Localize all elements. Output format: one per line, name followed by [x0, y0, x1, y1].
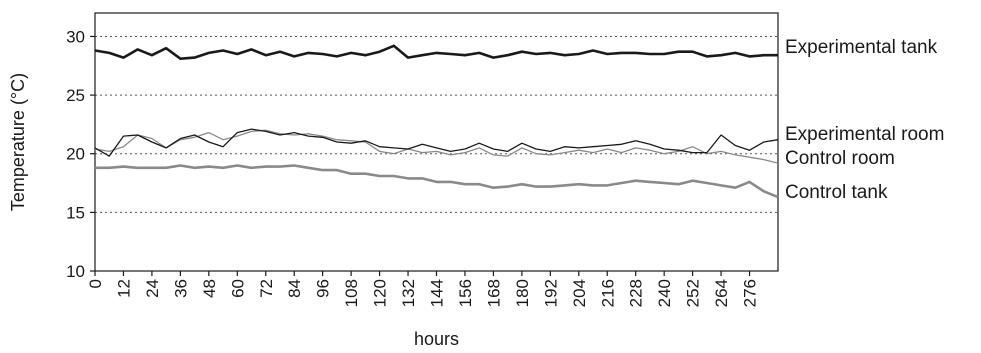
x-tick-label: 144 [428, 279, 447, 307]
series-labels: Experimental tank Experimental room Contro… [785, 37, 944, 203]
x-tick-label: 276 [741, 279, 760, 307]
y-tick-label: 30 [66, 27, 85, 46]
x-tick-label: 96 [314, 279, 333, 298]
x-tick-label: 168 [484, 279, 503, 307]
series-label: Control room [785, 148, 895, 169]
x-tick-label: 180 [513, 279, 532, 307]
series-label: Experimental tank [785, 37, 938, 58]
x-tick-label: 48 [200, 279, 219, 298]
x-tick-label: 192 [541, 279, 560, 307]
x-tick-label: 72 [257, 279, 276, 298]
y-tick-label: 10 [66, 262, 85, 281]
series-line-experimental-room [94, 128, 779, 157]
x-tick-label: 60 [228, 279, 247, 298]
y-tick-label: 20 [66, 145, 85, 164]
x-tick-label: 120 [371, 279, 390, 307]
x-tick-label: 264 [712, 279, 731, 307]
gridlines [95, 35, 778, 213]
series-lines [94, 44, 779, 199]
series-line-experimental-tank [94, 44, 778, 61]
x-tick-label: 156 [456, 279, 475, 307]
series-line-control-tank [95, 164, 779, 199]
series-label: Experimental room [785, 124, 944, 145]
x-tick-label: 12 [114, 279, 133, 298]
x-tick-label: 228 [627, 279, 646, 307]
y-tick-label: 25 [66, 86, 85, 105]
x-tick-label: 0 [86, 279, 105, 288]
x-tick-label: 84 [285, 279, 304, 298]
x-tick-label: 240 [655, 279, 674, 307]
series-line-control-room [94, 129, 779, 164]
x-tick-label: 204 [570, 279, 589, 307]
y-tick-label: 15 [66, 203, 85, 222]
x-tick-label: 24 [143, 279, 162, 298]
x-tick-label: 108 [342, 279, 361, 307]
x-tick-label: 216 [598, 279, 617, 307]
x-tick-label: 132 [399, 279, 418, 307]
x-axis-title: hours [414, 329, 459, 349]
series-label: Control tank [785, 182, 888, 203]
y-axis-title: Temperature (°C) [8, 73, 28, 211]
x-tick-label: 36 [171, 279, 190, 298]
y-axis-ticks: 10 15 20 25 30 [66, 27, 95, 281]
x-tick-label: 252 [684, 279, 703, 307]
x-axis-ticks: 0 12 24 36 48 60 72 84 96 108 120 132 144 156 168 180 19… [86, 271, 760, 307]
